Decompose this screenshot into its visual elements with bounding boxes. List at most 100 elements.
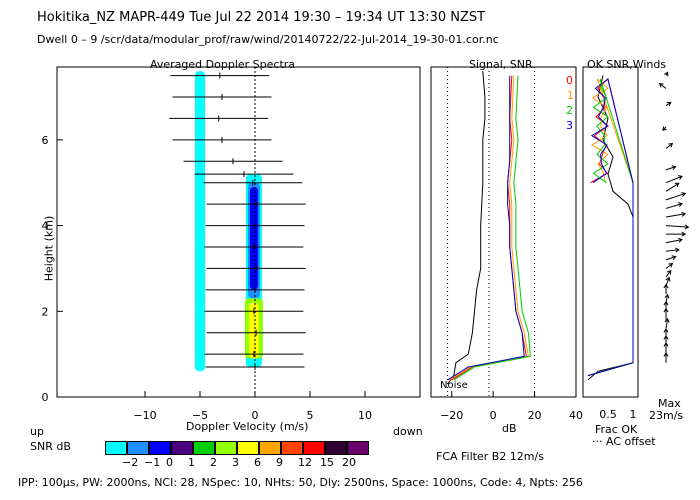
colorbar-tick-label: 15	[320, 456, 334, 469]
y-tick-label: 0	[42, 391, 49, 404]
ok-snr-line	[587, 78, 634, 377]
x-tick-label: 10	[358, 409, 372, 422]
wind-arrowhead	[674, 182, 680, 188]
spectrum-cell	[249, 187, 258, 290]
colorbar-tick-label: 12	[298, 456, 312, 469]
x-tick-label: 0	[252, 409, 259, 422]
wind-arrowhead	[663, 328, 669, 333]
snr-series-signal	[447, 71, 486, 385]
wind-vector	[665, 166, 676, 171]
colorbar-swatch	[215, 441, 237, 455]
wind-vector	[665, 182, 680, 192]
colorbar-label: SNR dB	[30, 440, 71, 453]
wind-arrowhead	[674, 247, 680, 253]
max-label: Max	[658, 397, 681, 410]
legend-item-1: 1	[567, 89, 574, 102]
wind-arrowhead	[662, 126, 667, 131]
colorbar-swatch	[127, 441, 149, 455]
legend-item-3: 3	[566, 119, 573, 132]
snr-x-tick-label: 20	[528, 409, 542, 422]
wind-arrowhead	[658, 83, 664, 88]
wind-arrowhead	[668, 143, 674, 148]
colorbar-swatch	[193, 441, 215, 455]
ok-snr-line	[587, 78, 634, 377]
x-tick-label: −10	[133, 409, 156, 422]
snr-x-axis-label: dB	[502, 422, 517, 435]
colorbar-tick-label: 20	[342, 456, 356, 469]
frac-ok-line	[587, 75, 634, 381]
wind-arrowhead	[668, 263, 674, 268]
frac-ok-tick-label: 1	[630, 408, 637, 421]
snr-x-tick-label: 0	[490, 409, 497, 422]
wind-vector	[665, 175, 683, 184]
colorbar-swatch	[281, 441, 303, 455]
legend-item-0: 0	[566, 74, 573, 87]
wind-arrowhead	[664, 293, 670, 299]
spectrum-cell	[248, 302, 259, 359]
wind-arrowhead	[666, 269, 672, 275]
colorbar-tick-label: −1	[144, 456, 161, 469]
wind-arrowhead	[664, 317, 670, 323]
wind-vector	[665, 192, 686, 201]
colorbar-swatch	[259, 441, 281, 455]
y-tick-label: 6	[42, 134, 49, 147]
spectra-frame	[56, 66, 421, 398]
wind-vector	[665, 213, 686, 218]
plot-title: Hokitika_NZ MAPR-449 Tue Jul 22 2014 19:…	[37, 10, 486, 25]
snr-series-3	[447, 75, 525, 381]
spectrum-cell	[195, 71, 205, 372]
winds-panel-title: OK SNR,Winds	[587, 58, 667, 71]
wind-vector	[665, 294, 669, 303]
colorbar-swatch	[171, 441, 193, 455]
snr-x-tick-label: 40	[569, 409, 583, 422]
wind-arrowhead	[684, 224, 690, 230]
wind-vector	[659, 83, 667, 89]
wind-vector	[665, 239, 683, 244]
wind-arrowhead	[666, 101, 672, 107]
height-axis-label: Height (km)	[42, 215, 56, 282]
wind-arrowhead	[681, 231, 687, 237]
snr-frame	[430, 66, 577, 398]
frac-ok-label: Frac OK	[595, 423, 638, 436]
wind-arrowhead	[678, 237, 683, 243]
wind-vector	[665, 277, 670, 286]
wind-arrowhead	[681, 192, 687, 197]
legend-item-2: 2	[566, 104, 573, 117]
colorbar-tick-label: 1	[188, 456, 195, 469]
wind-arrowhead	[671, 165, 677, 171]
colorbar-swatch	[325, 441, 347, 455]
colorbar-tick-label: 0	[166, 456, 173, 469]
wind-arrowhead	[678, 202, 683, 207]
snr-series-1	[449, 75, 529, 381]
filter-label: FCA Filter B2 12m/s	[436, 450, 544, 463]
corner-label-down: down	[393, 425, 423, 438]
spectra-panel-title: Averaged Doppler Spectra	[150, 58, 296, 71]
colorbar-swatch	[149, 441, 171, 455]
ok-snr-line	[587, 78, 634, 377]
colorbar-swatch	[347, 441, 369, 455]
wind-vector	[665, 263, 673, 269]
wind-vector	[665, 203, 683, 209]
wind-scale-label: 23m/s	[649, 409, 684, 422]
wind-arrowhead	[677, 175, 683, 180]
colorbar-swatch	[105, 441, 127, 455]
corner-label-up: up	[30, 425, 44, 438]
frac-ok-frame	[582, 66, 639, 398]
footer-params: IPP: 100μs, PW: 2000ns, NCI: 28, NSpec: …	[18, 476, 583, 489]
colorbar-swatch	[237, 441, 259, 455]
wind-vector	[665, 270, 672, 278]
x-tick-label: −5	[192, 409, 208, 422]
wind-vector	[665, 318, 669, 329]
wind-arrowhead	[665, 276, 671, 282]
colorbar-tick-label: 6	[254, 456, 261, 469]
frac-ok-tick-label: 0.5	[599, 408, 617, 421]
y-tick-label: 4	[42, 220, 49, 233]
colorbar-tick-label: −2	[122, 456, 139, 469]
colorbar-tick-label: 2	[210, 456, 217, 469]
colorbar-swatch	[303, 441, 325, 455]
ac-offset-label: ··· AC offset	[592, 435, 656, 448]
ok-snr-line	[587, 78, 634, 377]
snr-x-tick-label: −20	[440, 409, 463, 422]
y-tick-label: 2	[42, 305, 49, 318]
spectra-x-axis-label: Doppler Velocity (m/s)	[186, 420, 309, 433]
